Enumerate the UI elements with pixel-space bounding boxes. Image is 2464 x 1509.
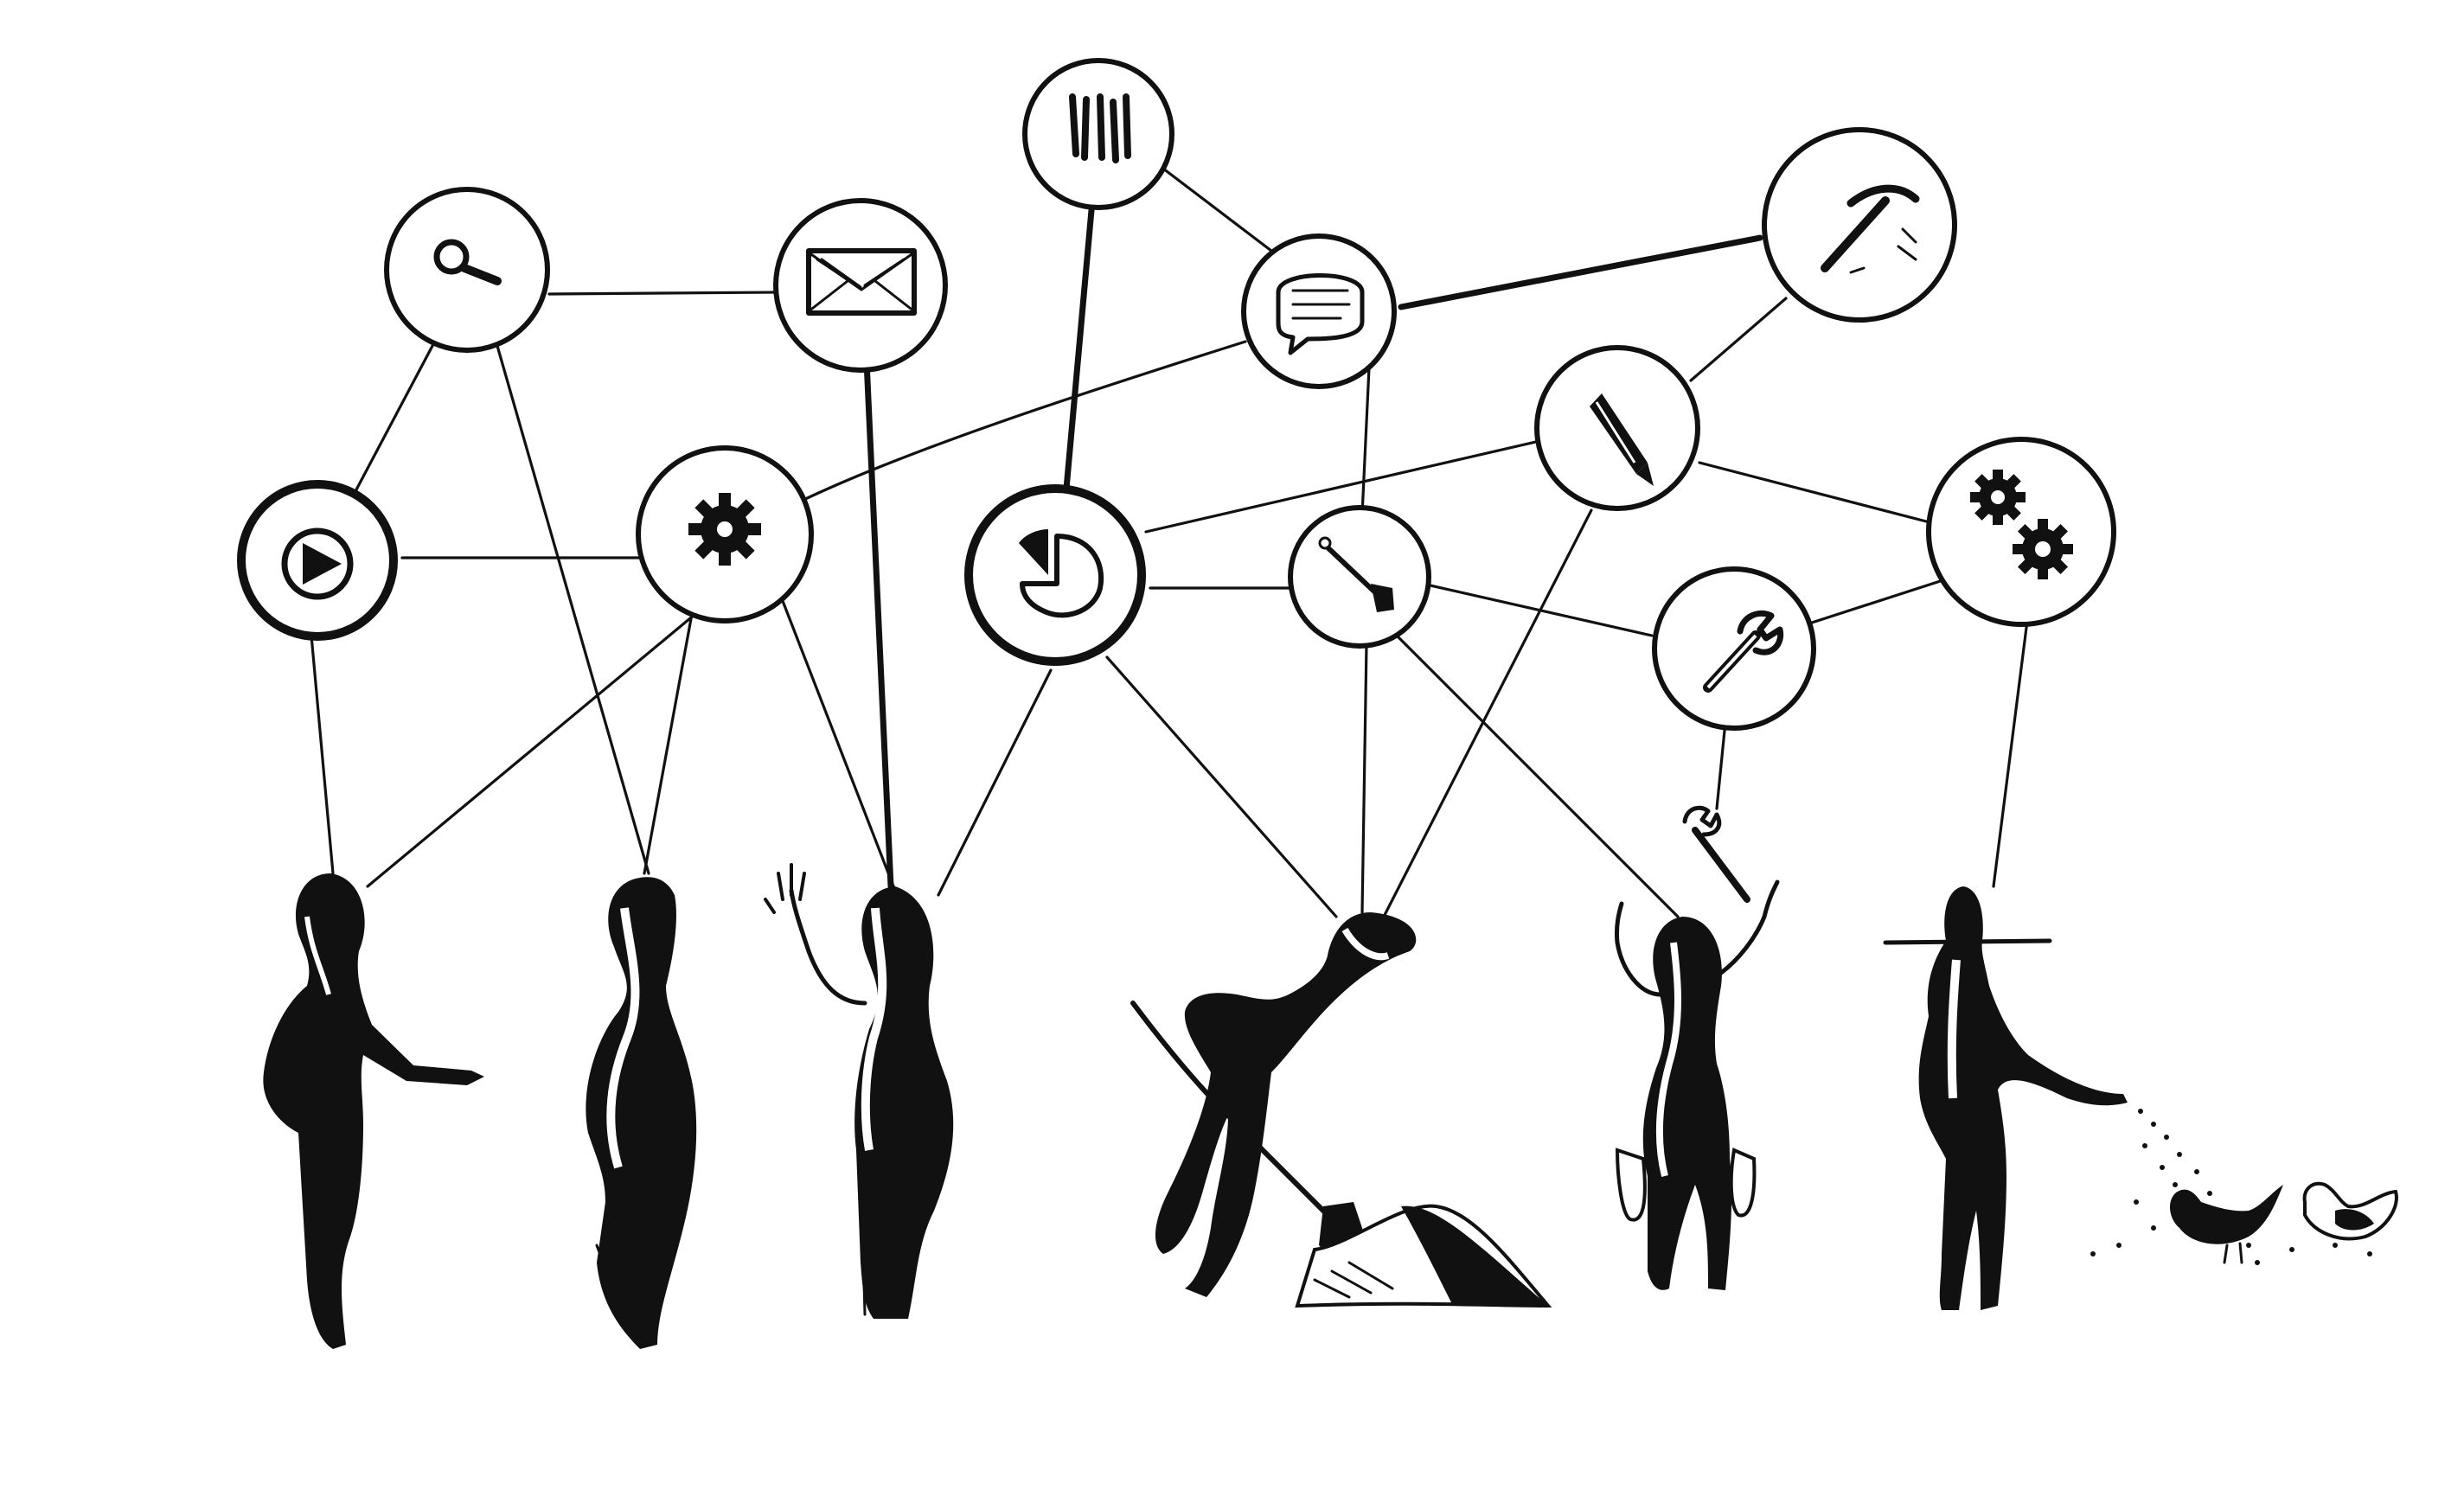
- chicken-left: [2169, 1185, 2283, 1264]
- edge-books-chat: [1162, 167, 1273, 253]
- edge-play-person1: [310, 634, 335, 875]
- edge-shovel-wrench: [1421, 582, 1654, 637]
- edge-gear-person1: [366, 608, 702, 888]
- person-digger: [1130, 912, 1552, 1308]
- person-waving: [764, 863, 954, 1319]
- edge-chat-pickaxe: [1398, 234, 1763, 310]
- node-mail: [773, 198, 948, 373]
- edge-pickaxe-pencil: [1689, 297, 1788, 382]
- network-nodes: [237, 58, 2116, 731]
- edge-pie-person4: [1105, 655, 1338, 918]
- edge-gear-person3: [781, 599, 897, 892]
- edge-shovel-person5: [1395, 634, 1680, 918]
- books-icon: [1069, 93, 1131, 163]
- chicken-right: [2302, 1181, 2398, 1241]
- pencil-icon: [1590, 393, 1654, 486]
- edge-pie-person3: [937, 668, 1053, 897]
- search-icon: [433, 239, 502, 285]
- node-books: [1022, 58, 1174, 210]
- node-piechart: [964, 484, 1146, 666]
- shovel-icon: [1318, 536, 1394, 612]
- person-gardener: [1615, 805, 1780, 1290]
- node-gears: [1926, 437, 2116, 627]
- edge-gear-person2: [643, 612, 694, 875]
- edge-mail-person3: [863, 358, 894, 890]
- person-standing: [586, 877, 697, 1349]
- edge-gears-person6: [1992, 612, 2030, 888]
- edge-books-pie: [1063, 197, 1096, 492]
- node-play: [237, 480, 398, 641]
- wrench-icon: [1703, 610, 1784, 693]
- gear-icon: [688, 493, 761, 566]
- people: [263, 805, 2398, 1349]
- person-presenter: [263, 873, 484, 1349]
- edge-search-person2: [496, 344, 650, 875]
- node-pencil: [1534, 345, 1700, 511]
- node-chat: [1241, 233, 1397, 389]
- play-icon: [281, 528, 354, 600]
- edge-pencil-person4: [1382, 508, 1593, 918]
- edge-search-play: [353, 344, 434, 495]
- node-pickaxe: [1762, 127, 1957, 323]
- edge-pie-pencil: [1144, 439, 1541, 534]
- edge-wrench-person5: [1715, 720, 1727, 810]
- node-search: [384, 187, 550, 353]
- pickaxe-icon: [1821, 184, 1920, 274]
- person-farmer: [1883, 886, 2398, 1310]
- edge-pencil-gears: [1698, 461, 1935, 525]
- node-wrench: [1652, 566, 1816, 731]
- edge-chat-gear: [798, 340, 1247, 503]
- edge-search-mail: [547, 291, 776, 296]
- node-shovel: [1288, 505, 1431, 649]
- node-gear: [636, 445, 814, 623]
- edge-wrench-gears: [1810, 573, 1961, 624]
- envelope-icon: [806, 248, 917, 316]
- gears-icon: [1970, 470, 2073, 579]
- edge-chat-shovel: [1360, 366, 1371, 516]
- chat-bubble-icon: [1276, 273, 1365, 355]
- edge-shovel-person4: [1360, 643, 1368, 914]
- network-edges: [310, 167, 2030, 918]
- pie-chart-icon: [1019, 529, 1104, 618]
